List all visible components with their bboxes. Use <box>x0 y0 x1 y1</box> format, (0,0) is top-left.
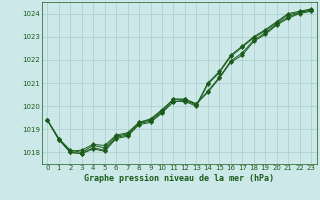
X-axis label: Graphe pression niveau de la mer (hPa): Graphe pression niveau de la mer (hPa) <box>84 174 274 183</box>
